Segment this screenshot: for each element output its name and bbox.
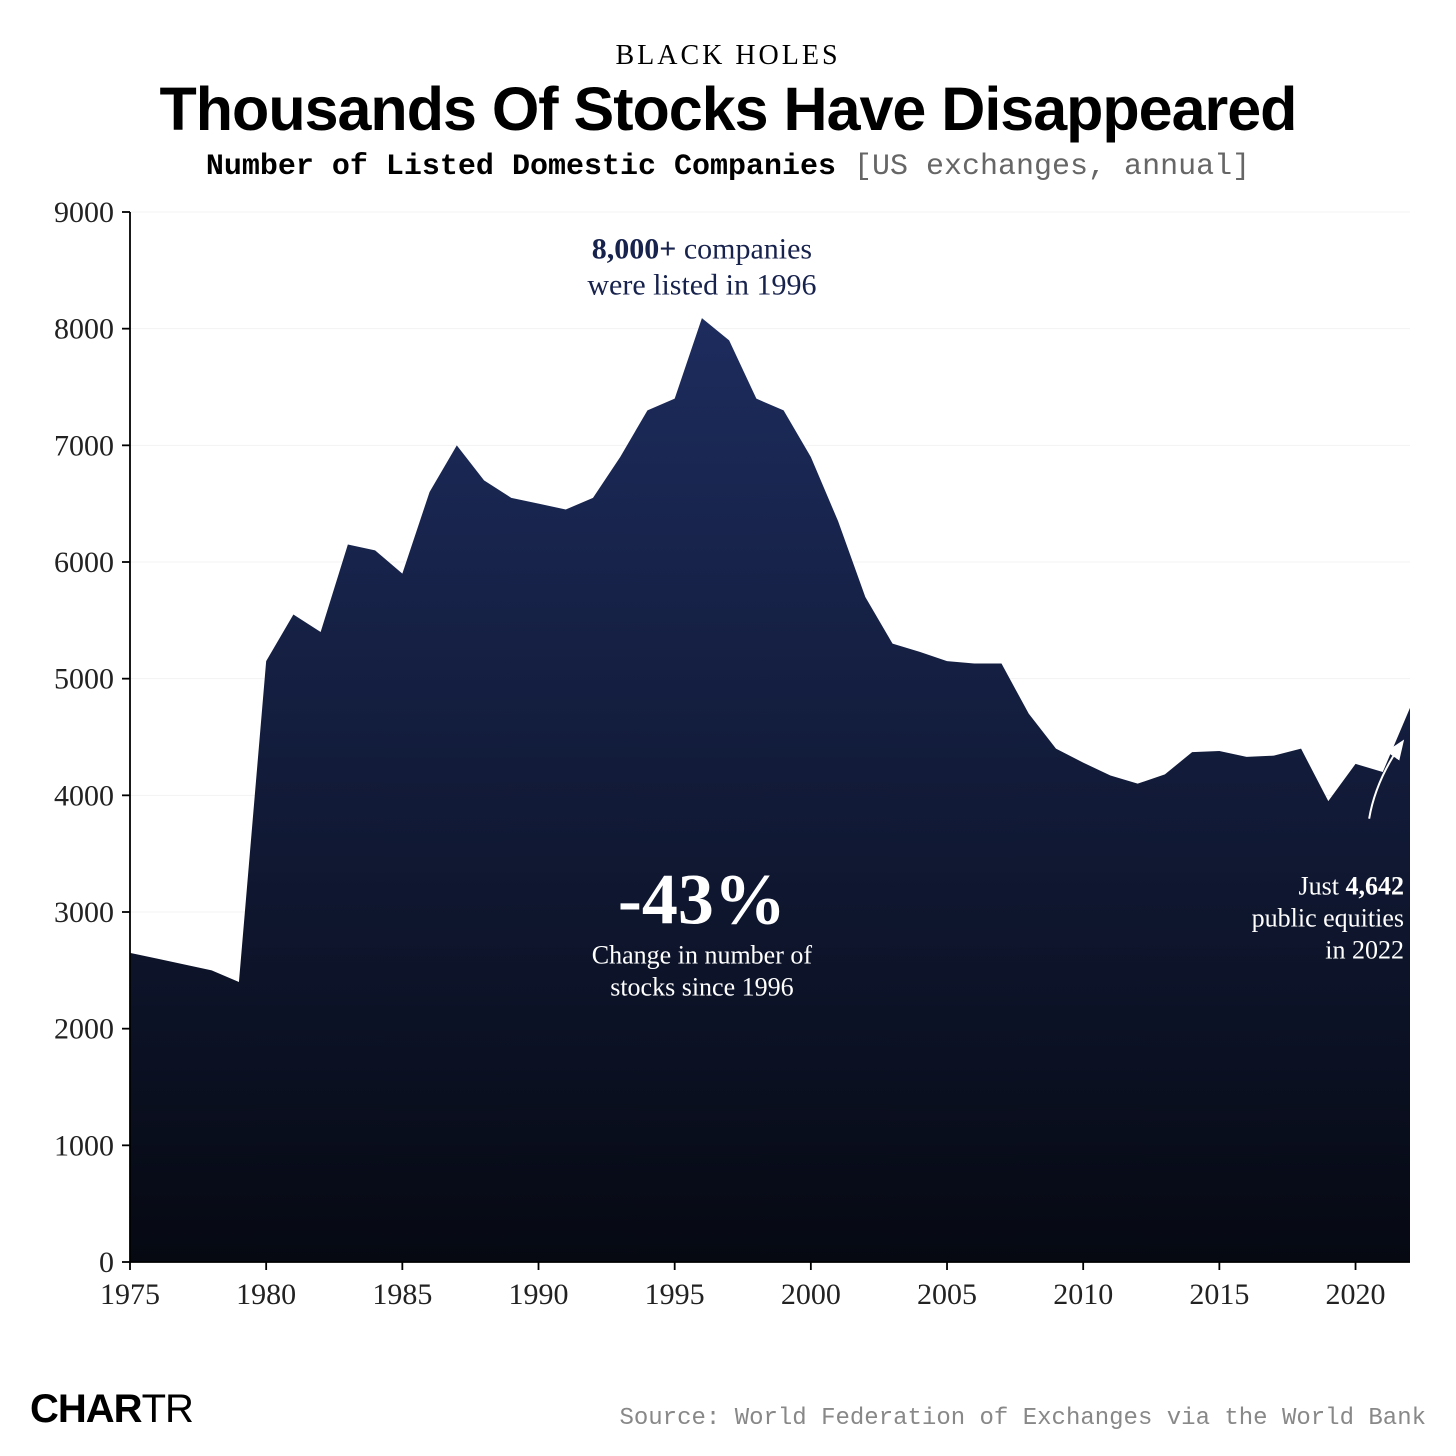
x-tick-label: 2000	[781, 1278, 841, 1311]
y-tick-label: 7000	[54, 430, 114, 463]
y-tick-label: 1000	[54, 1130, 114, 1163]
y-tick-label: 5000	[54, 663, 114, 696]
x-tick-label: 1990	[509, 1278, 569, 1311]
x-tick-label: 2015	[1189, 1278, 1249, 1311]
subtitle: Number of Listed Domestic Companies [US …	[30, 150, 1426, 184]
headline: Thousands Of Stocks Have Disappeared	[30, 78, 1426, 140]
x-tick-label: 1985	[372, 1278, 432, 1311]
y-tick-label: 4000	[54, 780, 114, 813]
annotation-end-line1: Just 4,642	[1299, 872, 1404, 901]
annotation-peak: 8,000+ companies	[592, 233, 812, 266]
subtitle-light: [US exchanges, annual]	[854, 150, 1250, 184]
x-tick-label: 1975	[100, 1278, 160, 1311]
annotation-center-line2: stocks since 1996	[610, 973, 793, 1002]
y-tick-label: 9000	[54, 202, 114, 229]
y-tick-label: 8000	[54, 313, 114, 346]
x-tick-label: 1980	[236, 1278, 296, 1311]
y-tick-label: 2000	[54, 1013, 114, 1046]
chartr-logo: CHARTR	[30, 1387, 193, 1432]
annotation-peak-line2: were listed in 1996	[587, 269, 816, 302]
area-fill	[130, 318, 1410, 1262]
y-tick-label: 3000	[54, 896, 114, 929]
annotation-center-big: -43%	[618, 860, 786, 940]
y-tick-label: 6000	[54, 546, 114, 579]
subtitle-bold: Number of Listed Domestic Companies	[206, 150, 836, 184]
annotation-center-line1: Change in number of	[592, 941, 813, 970]
x-tick-label: 2005	[917, 1278, 977, 1311]
annotation-end-line2: public equities	[1252, 904, 1404, 933]
x-tick-label: 2010	[1053, 1278, 1113, 1311]
chart-area: 0 1000 2000 3000 4000 5000 6000 7000 8000 9000 197…	[30, 202, 1426, 1322]
area-chart-svg: 0 1000 2000 3000 4000 5000 6000 7000 8000 9000 197…	[30, 202, 1426, 1322]
source-text: Source: World Federation of Exchanges vi…	[619, 1405, 1426, 1432]
y-tick-label: 0	[99, 1246, 114, 1279]
x-tick-label: 2020	[1326, 1278, 1386, 1311]
annotation-end-line3: in 2022	[1325, 936, 1404, 965]
footer: CHARTR Source: World Federation of Excha…	[30, 1387, 1426, 1432]
eyebrow: BLACK HOLES	[30, 40, 1426, 72]
chart-container: BLACK HOLES Thousands Of Stocks Have Dis…	[0, 0, 1456, 1456]
x-tick-label: 1995	[645, 1278, 705, 1311]
